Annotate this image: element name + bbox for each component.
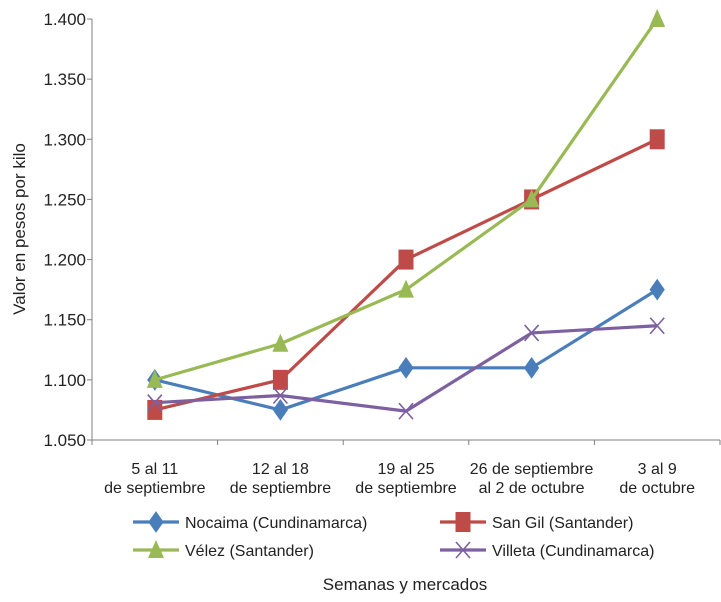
y-axis-ticks: 1.050 1.100 1.150 1.200 1.250 1.300 1.350 1.400 xyxy=(43,10,92,450)
legend-label: Vélez (Santander) xyxy=(185,543,314,560)
x-tick-label-line: 19 al 25 xyxy=(378,461,435,478)
legend: Nocaima (Cundinamarca) San Gil (Santander… xyxy=(133,511,654,560)
legend-item: Nocaima (Cundinamarca) xyxy=(133,511,367,533)
y-tick-label: 1.200 xyxy=(43,251,86,270)
data-point-marker xyxy=(398,356,414,379)
legend-item: Vélez (Santander) xyxy=(133,540,314,560)
data-point-marker xyxy=(147,394,163,412)
x-tick-label-line: al 2 de octubre xyxy=(479,480,585,497)
y-tick-label: 1.300 xyxy=(43,130,86,149)
series-3 xyxy=(146,9,666,388)
data-point-marker xyxy=(649,317,665,335)
legend-label: San Gil (Santander) xyxy=(492,515,633,532)
data-point-marker xyxy=(649,9,666,27)
series-layer xyxy=(146,9,666,421)
x-tick-label: 5 al 11 de septiembre xyxy=(104,461,205,497)
y-tick-label: 1.050 xyxy=(43,431,86,450)
y-tick-label: 1.350 xyxy=(43,70,86,89)
legend-item: San Gil (Santander) xyxy=(440,512,633,532)
series-4 xyxy=(147,317,665,420)
x-tick-label-line: 5 al 11 xyxy=(131,461,178,478)
data-point-marker xyxy=(398,279,414,298)
legend-swatch-marker xyxy=(455,512,471,532)
data-point-marker xyxy=(523,189,540,208)
x-tick-label: 19 al 25 de septiembre xyxy=(355,461,456,497)
y-tick-label: 1.250 xyxy=(43,190,86,209)
x-tick-label-line: de septiembre xyxy=(355,480,456,497)
x-axis-ticks: 5 al 11 de septiembre 12 al 18 de septiembr… xyxy=(91,440,721,497)
y-axis-label: Valor en pesos por kilo xyxy=(10,143,29,315)
x-tick-label-line: 3 al 9 xyxy=(638,461,677,478)
data-point-marker xyxy=(523,324,540,342)
data-point-marker xyxy=(272,386,289,405)
data-point-marker xyxy=(272,399,289,421)
data-point-marker xyxy=(523,356,540,379)
x-tick-label: 12 al 18 de septiembre xyxy=(230,461,331,497)
data-point-marker xyxy=(649,278,665,301)
axes xyxy=(91,19,720,441)
legend-item: Villeta (Cundinamarca) xyxy=(440,541,654,560)
data-point-marker xyxy=(147,399,163,420)
y-tick-label: 1.100 xyxy=(43,371,86,390)
series-line xyxy=(154,18,659,382)
x-tick-label-line: de septiembre xyxy=(230,480,331,497)
data-point-marker xyxy=(398,402,414,420)
legend-swatch-marker xyxy=(148,511,164,533)
legend-label: Nocaima (Cundinamarca) xyxy=(185,515,367,532)
data-point-marker xyxy=(649,129,665,150)
legend-swatch-marker xyxy=(455,541,471,559)
x-axis-label: Semanas y mercados xyxy=(323,575,487,594)
legend-swatch-marker xyxy=(148,540,164,558)
data-point-marker xyxy=(398,249,414,270)
x-tick-label-line: de septiembre xyxy=(104,480,205,497)
x-tick-label: 26 de septiembre al 2 de octubre xyxy=(470,461,594,497)
x-tick-label-line: 26 de septiembre xyxy=(470,461,594,478)
data-point-marker xyxy=(272,333,289,352)
x-tick-label-line: de octubre xyxy=(619,480,695,497)
y-tick-label: 1.150 xyxy=(43,311,86,330)
data-point-marker xyxy=(146,369,163,388)
data-point-marker xyxy=(272,369,288,390)
x-tick-label-line: 12 al 18 xyxy=(252,461,309,478)
y-tick-label: 1.400 xyxy=(43,10,86,29)
x-tick-label: 3 al 9 de octubre xyxy=(619,461,695,497)
legend-label: Villeta (Cundinamarca) xyxy=(492,543,654,560)
